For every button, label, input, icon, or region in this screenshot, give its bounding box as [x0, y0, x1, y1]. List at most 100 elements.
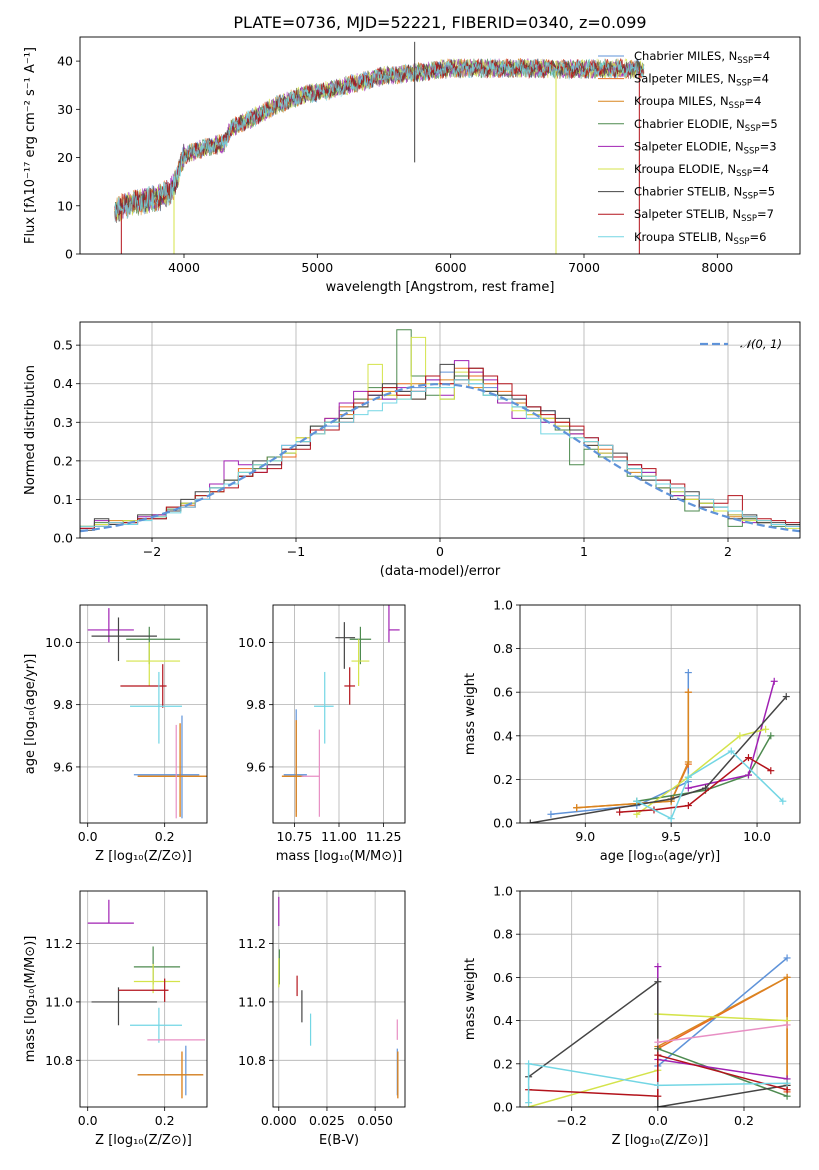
axes-frame — [272, 604, 406, 824]
mass-weight-marker — [684, 758, 692, 766]
mass-weight-marker — [654, 1038, 662, 1046]
mass-weight-line-9 — [527, 1062, 788, 1103]
y-tick-label: 0.8 — [493, 927, 513, 942]
mass-weight-marker — [736, 732, 744, 740]
y-axis-label: Normed distribution — [23, 365, 38, 495]
mass-weight-marker — [762, 725, 770, 733]
mass-weight-line-8 — [528, 1054, 788, 1097]
mass-weight-marker — [783, 1021, 791, 1029]
x-tick-label: −0.2 — [557, 1113, 587, 1128]
errorbar-point-8 — [120, 664, 167, 708]
mass-weight-vs-metallicity-panel: −0.2 0.0 0.2 0.0 0.2 0.4 0.6 0.8 1.0 Z [log₁₀(Z/Z… — [463, 884, 801, 1148]
histogram-steps — [80, 329, 800, 538]
errorbar-point-6 — [351, 639, 370, 686]
x-tick-label: 0.0 — [78, 829, 98, 844]
mass-weight-line-5 — [657, 966, 788, 1080]
axes-frame — [79, 604, 208, 824]
y-tick-label: 1.0 — [493, 884, 513, 899]
errorbar-point-8 — [118, 978, 169, 1002]
y-tick-label: 0.0 — [53, 531, 73, 546]
mass-weight-marker — [783, 1079, 791, 1087]
x-axis-label: age [log₁₀(age/yr)] — [600, 849, 721, 864]
legend-label: Chabrier ELODIE, NSSP=5 — [634, 117, 778, 134]
spectrum-legend: Chabrier MILES, NSSP=4 Salpeter MILES, NS… — [598, 49, 778, 247]
x-tick-label: 0.2 — [155, 829, 175, 844]
ticks: 0.0 0.2 10.8 11.0 11.2 — [45, 936, 174, 1128]
spectrum-line-5 — [114, 58, 645, 221]
mass-weight-marker — [667, 795, 675, 803]
errorbar-point-7 — [91, 987, 157, 1026]
mass-weight-line-1 — [550, 672, 690, 816]
y-tick-label: 0.2 — [493, 1056, 513, 1071]
x-tick-label: 5000 — [301, 260, 333, 275]
axes-frame — [79, 890, 208, 1108]
y-tick-label: 0.2 — [493, 772, 513, 787]
errorbar-point-1 — [283, 709, 307, 813]
legend-label: 𝒩(0, 1) — [740, 337, 782, 351]
errorbar-point-7 — [91, 617, 157, 662]
ticks: 4000 5000 6000 7000 8000 0 10 20 30 40 — [57, 54, 733, 275]
mass-weight-marker — [767, 732, 775, 740]
x-tick-label: 0 — [436, 544, 444, 559]
axes-frame — [79, 36, 801, 255]
errorbar-point-4 — [126, 626, 181, 665]
mass-weight-marker — [633, 810, 641, 818]
x-tick-label: 0.0 — [78, 1113, 98, 1128]
y-axis-label: mass [log₁₀(M/M⊙)] — [23, 936, 38, 1063]
mass-vs-extinction-panel: 0.000 0.025 0.050 10.8 11.0 11.2 E(B-V) — [238, 890, 406, 1148]
gridlines — [80, 605, 207, 823]
errorbar-point-5 — [87, 899, 134, 924]
mass-weight-marker — [526, 819, 534, 823]
mass-weight-vs-metallicity-lines — [525, 954, 791, 1107]
mass-weight-marker — [684, 784, 692, 792]
mass-weight-line-9 — [636, 750, 784, 820]
y-tick-label: 0.4 — [493, 728, 513, 743]
x-axis-label: (data-model)/error — [380, 564, 501, 579]
x-tick-label: 0.0 — [648, 1113, 668, 1128]
errorbar-point-10 — [301, 729, 320, 817]
mass-weight-marker — [770, 677, 778, 685]
y-tick-label: 11.0 — [238, 994, 266, 1009]
y-tick-label: 9.8 — [53, 697, 73, 712]
legend-label: Chabrier MILES, NSSP=4 — [634, 49, 770, 66]
mass-vs-metallicity-panel: 0.0 0.2 10.8 11.0 11.2 Z [log₁₀(Z/Z⊙)] mass [l… — [23, 890, 208, 1148]
mass-weight-marker — [783, 1086, 791, 1094]
x-tick-label: 9.5 — [661, 829, 681, 844]
errorbar-point-1 — [133, 715, 200, 819]
y-tick-label: 10.0 — [238, 635, 266, 650]
x-axis-label: Z [log₁₀(Z/Z⊙)] — [95, 1133, 192, 1148]
mass-weight-marker — [616, 808, 624, 816]
y-tick-label: 0.4 — [53, 376, 73, 391]
y-tick-label: 0.2 — [53, 453, 73, 468]
y-axis-label: age [log₁₀(age/yr)] — [23, 654, 38, 775]
errorbar-point-6 — [126, 642, 181, 686]
mass-weight-vs-age-panel: 9.0 9.5 10.0 0.0 0.2 0.4 0.6 0.8 1.0 age [log₁₀(a… — [463, 598, 801, 864]
spectrum-panel: 4000 5000 6000 7000 8000 0 10 20 30 40 wavelength … — [23, 36, 801, 295]
y-tick-label: 9.6 — [246, 759, 266, 774]
mass-weight-marker — [783, 973, 791, 981]
legend-label: Salpeter MILES, NSSP=4 — [634, 72, 769, 89]
mass-weight-marker — [654, 978, 662, 986]
y-axis-label: Flux [fλ10⁻¹⁷ erg cm⁻² s⁻¹ A⁻¹] — [23, 47, 38, 244]
mass-weight-marker — [654, 1092, 662, 1100]
y-tick-label: 0.0 — [493, 816, 513, 831]
errorbar-point-7 — [335, 622, 356, 669]
mass-weight-marker — [783, 1092, 791, 1100]
errorbar-point-5 — [87, 608, 134, 643]
y-tick-label: 10.8 — [45, 1053, 73, 1068]
ticks: 0.0 0.2 9.6 9.8 10.0 — [45, 635, 174, 844]
mass-weight-line-7 — [530, 696, 787, 823]
errorbar-point-3 — [137, 723, 207, 817]
y-tick-label: 10.0 — [45, 635, 73, 650]
x-tick-label: −2 — [143, 544, 161, 559]
errorbar-point-2 — [137, 723, 207, 817]
errorbar-point-9 — [130, 1007, 182, 1043]
mass-weight-marker — [573, 804, 581, 812]
errorbar-point-9 — [130, 671, 182, 744]
gridlines — [273, 891, 405, 1107]
histogram-legend: 𝒩(0, 1) — [700, 337, 782, 351]
y-tick-label: 0.6 — [493, 970, 513, 985]
mass-weight-marker — [547, 810, 555, 818]
mass-weight-line-10 — [657, 1024, 788, 1043]
